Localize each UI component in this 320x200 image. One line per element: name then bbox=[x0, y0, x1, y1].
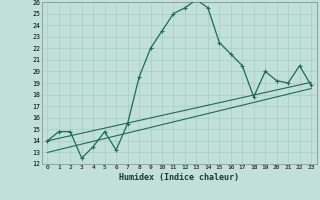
X-axis label: Humidex (Indice chaleur): Humidex (Indice chaleur) bbox=[119, 173, 239, 182]
